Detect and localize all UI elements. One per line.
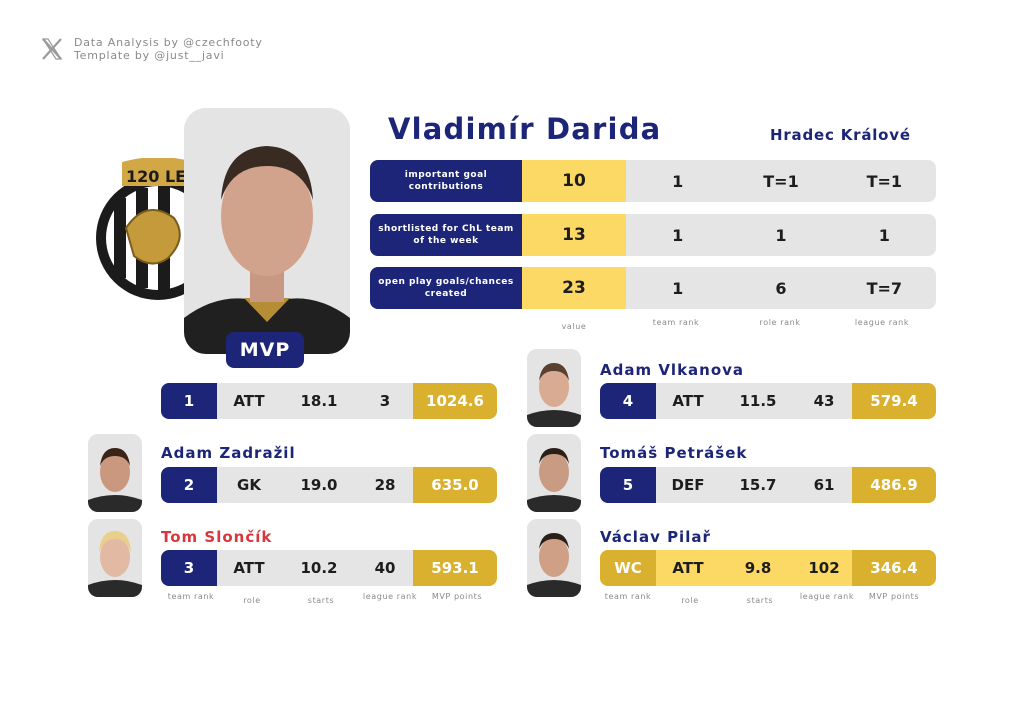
player-portrait-icon — [527, 349, 581, 427]
stat-label: important goal contributions — [370, 160, 522, 202]
caption-role: role — [243, 596, 261, 605]
player-row-wildcard: WC ATT 9.8 102 346.4 — [600, 550, 936, 586]
player-portrait-icon — [527, 519, 581, 597]
role: ATT — [672, 392, 704, 410]
caption-mvp-points: MVP points — [431, 592, 483, 601]
player-name: Václav Pilař — [600, 528, 711, 546]
player-photo — [88, 519, 142, 597]
caption-league-rank: league rank — [854, 318, 910, 327]
x-logo-icon — [41, 38, 63, 60]
stat-role-rank: 6 — [775, 278, 787, 298]
starts: 15.7 — [739, 476, 777, 494]
mvp-points: 346.4 — [852, 550, 936, 586]
caption-starts: starts — [746, 596, 774, 605]
club-ring-text: 120 LET — [126, 167, 196, 186]
player-name: Tomáš Petrášek — [600, 444, 748, 462]
role: ATT — [233, 559, 265, 577]
stat-league-rank: 1 — [878, 225, 890, 245]
caption-mvp-points: MVP points — [868, 592, 920, 601]
player-photo — [527, 434, 581, 512]
starts: 10.2 — [300, 559, 338, 577]
player-row-2: 2 GK 19.0 28 635.0 — [161, 467, 497, 503]
mvp-badge: MVP — [226, 332, 304, 368]
caption-value: value — [561, 322, 587, 331]
stat-team-rank: 1 — [672, 171, 684, 191]
caption-role: role — [681, 596, 699, 605]
stat-role-rank: 1 — [775, 225, 787, 245]
mvp-points: 593.1 — [413, 550, 497, 586]
mvp-stat-row: shortlisted for ChL team of the week 13 … — [370, 214, 936, 256]
mvp-points: 1024.6 — [413, 383, 497, 419]
credits-line-1: Data Analysis by @czechfooty — [74, 36, 263, 49]
league-rank: 3 — [379, 392, 391, 410]
starts: 11.5 — [739, 392, 777, 410]
player-portrait-icon — [88, 519, 142, 597]
team-rank: 3 — [161, 550, 217, 586]
caption-role-rank: role rank — [759, 318, 801, 327]
role: GK — [237, 476, 261, 494]
team-rank: 1 — [161, 383, 217, 419]
mvp-player-name: Vladimír Darida — [388, 112, 662, 146]
mvp-points: 486.9 — [852, 467, 936, 503]
stat-value: 23 — [522, 267, 626, 309]
league-rank: 40 — [374, 559, 396, 577]
league-rank: 102 — [808, 559, 840, 577]
starts: 9.8 — [744, 559, 772, 577]
caption-team-rank: team rank — [604, 592, 652, 601]
credits-line-2: Template by @just__javi — [74, 49, 225, 62]
player-name: Tom Slončík — [161, 528, 273, 546]
caption-team-rank: team rank — [652, 318, 700, 327]
player-portrait-icon — [527, 434, 581, 512]
club-years-text: 1905 - 2 — [118, 306, 160, 317]
stat-team-rank: 1 — [672, 278, 684, 298]
stat-role-rank: T=1 — [763, 171, 799, 191]
player-name: Adam Vlkanova — [600, 361, 745, 379]
role: ATT — [233, 392, 265, 410]
league-rank: 43 — [813, 392, 835, 410]
starts: 18.1 — [300, 392, 338, 410]
player-photo — [527, 349, 581, 427]
player-name: Adam Zadražil — [161, 444, 296, 462]
league-rank: 61 — [813, 476, 835, 494]
mvp-points: 579.4 — [852, 383, 936, 419]
caption-league-rank: league rank — [799, 592, 855, 601]
caption-team-rank: team rank — [167, 592, 215, 601]
caption-starts: starts — [307, 596, 335, 605]
stat-value: 13 — [522, 214, 626, 256]
club-crest-icon: 120 LET 1905 - 2 — [96, 158, 196, 317]
team-rank: 2 — [161, 467, 217, 503]
player-photo — [527, 519, 581, 597]
role: DEF — [671, 476, 705, 494]
player-photo — [88, 434, 142, 512]
stat-league-rank: T=1 — [866, 171, 903, 191]
player-row-1: 1 ATT 18.1 3 1024.6 — [161, 383, 497, 419]
stat-value: 10 — [522, 160, 626, 202]
team-rank: 4 — [600, 383, 656, 419]
credits: Data Analysis by @czechfooty Template by… — [40, 36, 263, 62]
mvp-stat-row: important goal contributions 10 1 T=1 T=… — [370, 160, 936, 202]
team-rank: WC — [600, 550, 656, 586]
player-row-4: 4 ATT 11.5 43 579.4 — [600, 383, 936, 419]
stat-team-rank: 1 — [672, 225, 684, 245]
starts: 19.0 — [300, 476, 338, 494]
mvp-photo — [184, 108, 350, 354]
player-row-3: 3 ATT 10.2 40 593.1 — [161, 550, 497, 586]
stat-league-rank: T=7 — [866, 278, 903, 298]
player-portrait-icon — [88, 434, 142, 512]
caption-league-rank: league rank — [362, 592, 418, 601]
role: ATT — [672, 559, 704, 577]
league-rank: 28 — [374, 476, 396, 494]
stat-label: open play goals/chances created — [370, 267, 522, 309]
mvp-stat-row: open play goals/chances created 23 1 6 T… — [370, 267, 936, 309]
mvp-club-name: Hradec Králové — [770, 126, 911, 144]
team-rank: 5 — [600, 467, 656, 503]
player-row-5: 5 DEF 15.7 61 486.9 — [600, 467, 936, 503]
mvp-points: 635.0 — [413, 467, 497, 503]
stat-label: shortlisted for ChL team of the week — [370, 214, 522, 256]
player-portrait-icon — [184, 108, 350, 354]
